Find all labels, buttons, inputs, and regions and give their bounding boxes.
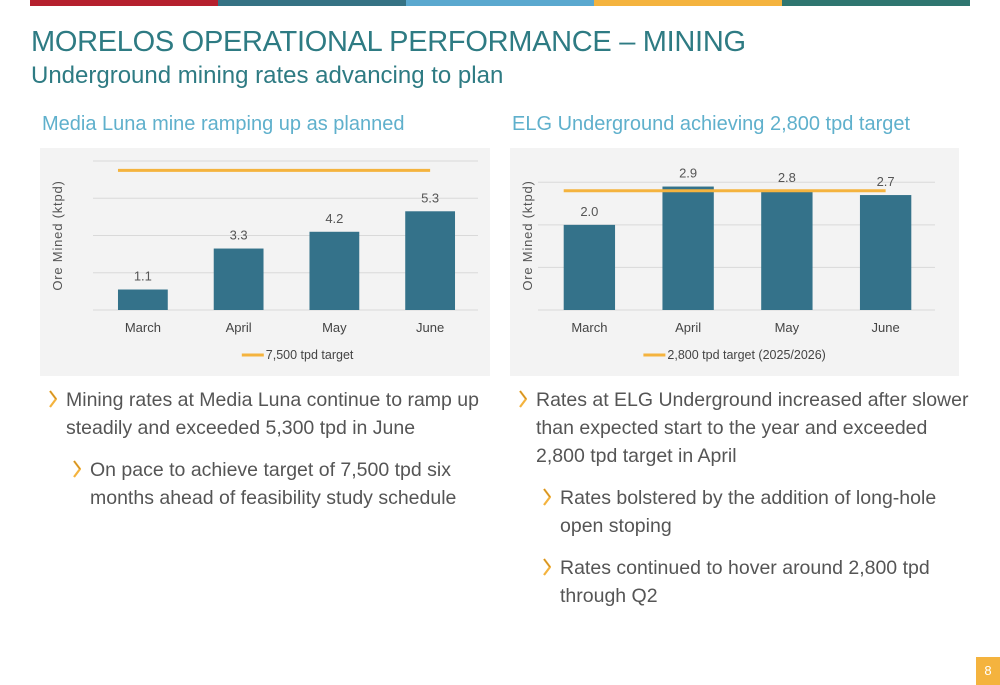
bullet-item: Mining rates at Media Luna continue to r… bbox=[49, 386, 479, 442]
page-subtitle: Underground mining rates advancing to pl… bbox=[31, 62, 504, 89]
bullet-text-line: steadily and exceeded 5,300 tpd in June bbox=[66, 417, 416, 439]
x-tick-label: April bbox=[226, 320, 252, 335]
top-bar-segment bbox=[218, 0, 406, 6]
bar-april bbox=[662, 186, 714, 310]
top-bar-segment bbox=[30, 0, 218, 6]
data-label: 5.3 bbox=[421, 190, 439, 205]
bullet-text-line: through Q2 bbox=[560, 585, 658, 607]
bullet-arrow-icon bbox=[519, 390, 527, 408]
y-axis-label: Ore Mined (ktpd) bbox=[520, 180, 535, 290]
right-chart-heading: ELG Underground achieving 2,800 tpd targ… bbox=[512, 113, 911, 135]
data-label: 3.3 bbox=[230, 228, 248, 243]
bullet-text-line: months ahead of feasibility study schedu… bbox=[90, 487, 457, 509]
elg-chart: 2.0 March 2.9 April 2.8 May 2.7 June Ore Mined (… bbox=[510, 148, 959, 376]
bullet-arrow-icon bbox=[543, 558, 551, 576]
top-bar-segment bbox=[594, 0, 782, 6]
bar-march bbox=[117, 289, 168, 310]
bullet-text-line: open stoping bbox=[560, 515, 672, 537]
bar-april bbox=[213, 248, 264, 310]
data-label: 2.8 bbox=[778, 170, 796, 185]
bullet-item: Rates continued to hover around 2,800 tp… bbox=[543, 554, 930, 610]
bar-june bbox=[859, 195, 912, 310]
x-tick-label: May bbox=[775, 320, 800, 335]
legend-label: 2,800 tpd target (2025/2026) bbox=[667, 348, 825, 362]
bullet-item: Rates bolstered by the addition of long-… bbox=[543, 484, 937, 540]
data-label: 4.2 bbox=[325, 211, 343, 226]
bullet-text-line: Rates bolstered by the addition of long-… bbox=[560, 487, 937, 509]
x-tick-label: June bbox=[872, 320, 900, 335]
bullet-item: Rates at ELG Underground increased after… bbox=[519, 386, 969, 470]
data-label: 2.9 bbox=[679, 166, 697, 181]
top-bar-segment bbox=[406, 0, 594, 6]
elg-chart-svg: 2.0 March 2.9 April 2.8 May 2.7 June Ore Mined (… bbox=[520, 166, 935, 362]
bullet-text-line: 2,800 tpd target in April bbox=[536, 445, 737, 467]
top-color-bar bbox=[30, 0, 970, 6]
page-number: 8 bbox=[976, 657, 1000, 685]
top-bar-segment bbox=[782, 0, 970, 6]
bullet-arrow-icon bbox=[543, 488, 551, 506]
x-tick-label: March bbox=[571, 320, 607, 335]
x-tick-label: June bbox=[416, 320, 444, 335]
x-tick-label: April bbox=[675, 320, 701, 335]
bar-march bbox=[563, 224, 616, 310]
data-label: 2.0 bbox=[580, 204, 598, 219]
bullet-arrow-icon bbox=[73, 460, 81, 478]
bullet-text-line: Rates continued to hover around 2,800 tp… bbox=[560, 557, 930, 579]
bullet-text-line: Mining rates at Media Luna continue to r… bbox=[66, 389, 479, 411]
left-chart-heading: Media Luna mine ramping up as planned bbox=[42, 113, 405, 135]
media-luna-chart-svg: 1.1 March 3.3 April 4.2 May 5.3 June Ore Mined (… bbox=[50, 160, 478, 362]
bullet-item: On pace to achieve target of 7,500 tpd s… bbox=[73, 456, 457, 512]
data-label: 2.7 bbox=[877, 174, 895, 189]
bullet-text-line: than expected start to the year and exce… bbox=[536, 417, 928, 439]
page-title: MORELOS OPERATIONAL PERFORMANCE – MINING bbox=[31, 26, 746, 58]
legend-label: 7,500 tpd target bbox=[266, 348, 354, 362]
x-tick-label: May bbox=[322, 320, 347, 335]
bullet-text-line: Rates at ELG Underground increased after… bbox=[536, 389, 969, 411]
x-tick-label: March bbox=[125, 320, 161, 335]
y-axis-label: Ore Mined (ktpd) bbox=[50, 180, 65, 290]
bullet-text-line: On pace to achieve target of 7,500 tpd s… bbox=[90, 459, 451, 481]
media-luna-chart: 1.1 March 3.3 April 4.2 May 5.3 June Ore Mined (… bbox=[40, 148, 490, 376]
bar-may bbox=[309, 231, 360, 310]
bar-june bbox=[405, 211, 456, 310]
data-label: 1.1 bbox=[134, 269, 152, 284]
bullet-arrow-icon bbox=[49, 390, 57, 408]
bar-may bbox=[761, 190, 813, 310]
